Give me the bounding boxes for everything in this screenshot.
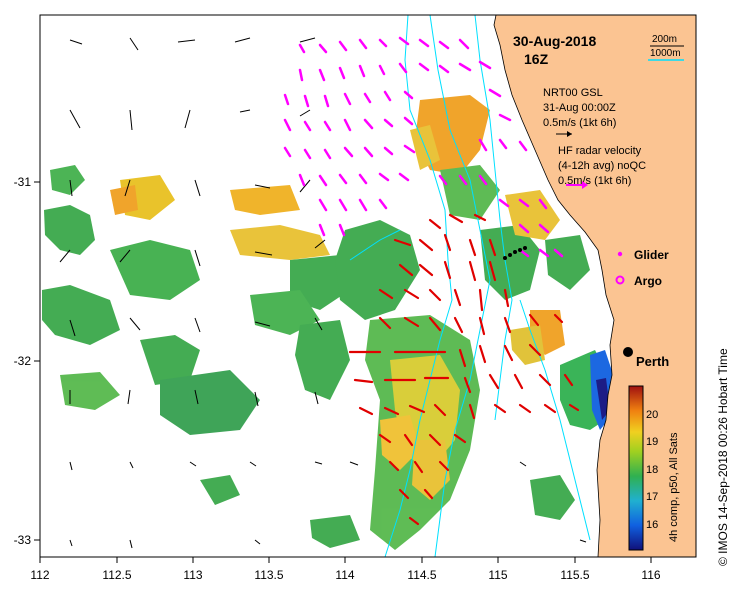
hf-radar-vectors <box>283 36 564 258</box>
glider-marker <box>617 251 623 257</box>
nrt-legend-line1: NRT00 GSL <box>543 87 603 99</box>
hf-legend-line2: (4-12h avg) noQC <box>558 160 646 172</box>
colorbar-tick-label: 16 <box>646 519 658 531</box>
x-tick-label: 112 <box>30 568 49 582</box>
colorbar-tick-label: 20 <box>646 409 658 421</box>
argo-label: Argo <box>634 274 662 288</box>
x-tick-label: 116 <box>641 568 660 582</box>
y-tick-label: -32 <box>14 354 32 368</box>
x-tick-label: 112.5 <box>102 568 131 582</box>
colorbar-tick-label: 18 <box>646 464 658 476</box>
x-tick-label: 113 <box>183 568 202 582</box>
isobath-1000m-label: 1000m <box>650 48 681 59</box>
red-current-vectors <box>348 213 580 526</box>
glider-track <box>503 246 527 260</box>
colorbar <box>628 385 644 551</box>
x-tick-label: 113.5 <box>254 568 283 582</box>
nrt-legend-line2: 31-Aug 00:00Z <box>543 102 616 114</box>
model-vectors-black <box>59 37 587 549</box>
x-axis: 112 112.5 113 113.5 114 114.5 115 115.5 … <box>30 568 660 582</box>
perth-marker <box>623 347 633 357</box>
isobaths <box>349 14 591 558</box>
colorbar-tick-label: 19 <box>646 436 658 448</box>
colorbar-ticks: 20 19 18 17 16 <box>646 409 658 531</box>
nrt-legend-line3: 0.5m/s (1kt 6h) <box>543 117 616 129</box>
y-tick-label: -33 <box>14 533 32 547</box>
x-tick-label: 114 <box>335 568 354 582</box>
hf-legend-line1: HF radar velocity <box>558 145 642 157</box>
colorbar-label: 4h comp, p50, All Sats <box>668 432 680 542</box>
perth-label: Perth <box>636 354 669 369</box>
colorbar-tick-label: 17 <box>646 491 658 503</box>
glider-label: Glider <box>634 248 669 262</box>
sst-patches <box>42 95 615 550</box>
y-axis: -31 -32 -33 <box>14 175 32 547</box>
y-tick-label: -31 <box>14 175 32 189</box>
isobath-200m-label: 200m <box>652 34 677 45</box>
map-date: 30-Aug-2018 <box>513 33 596 49</box>
x-tick-label: 114.5 <box>407 568 436 582</box>
x-tick-label: 115 <box>488 568 507 582</box>
plot-frame <box>39 14 697 558</box>
credit-text: © IMOS 14-Sep-2018 00:26 Hobart Time <box>716 348 730 566</box>
land-area <box>493 14 697 558</box>
map-hour: 16Z <box>524 51 549 67</box>
x-tick-label: 115.5 <box>560 568 589 582</box>
argo-marker <box>615 275 625 285</box>
